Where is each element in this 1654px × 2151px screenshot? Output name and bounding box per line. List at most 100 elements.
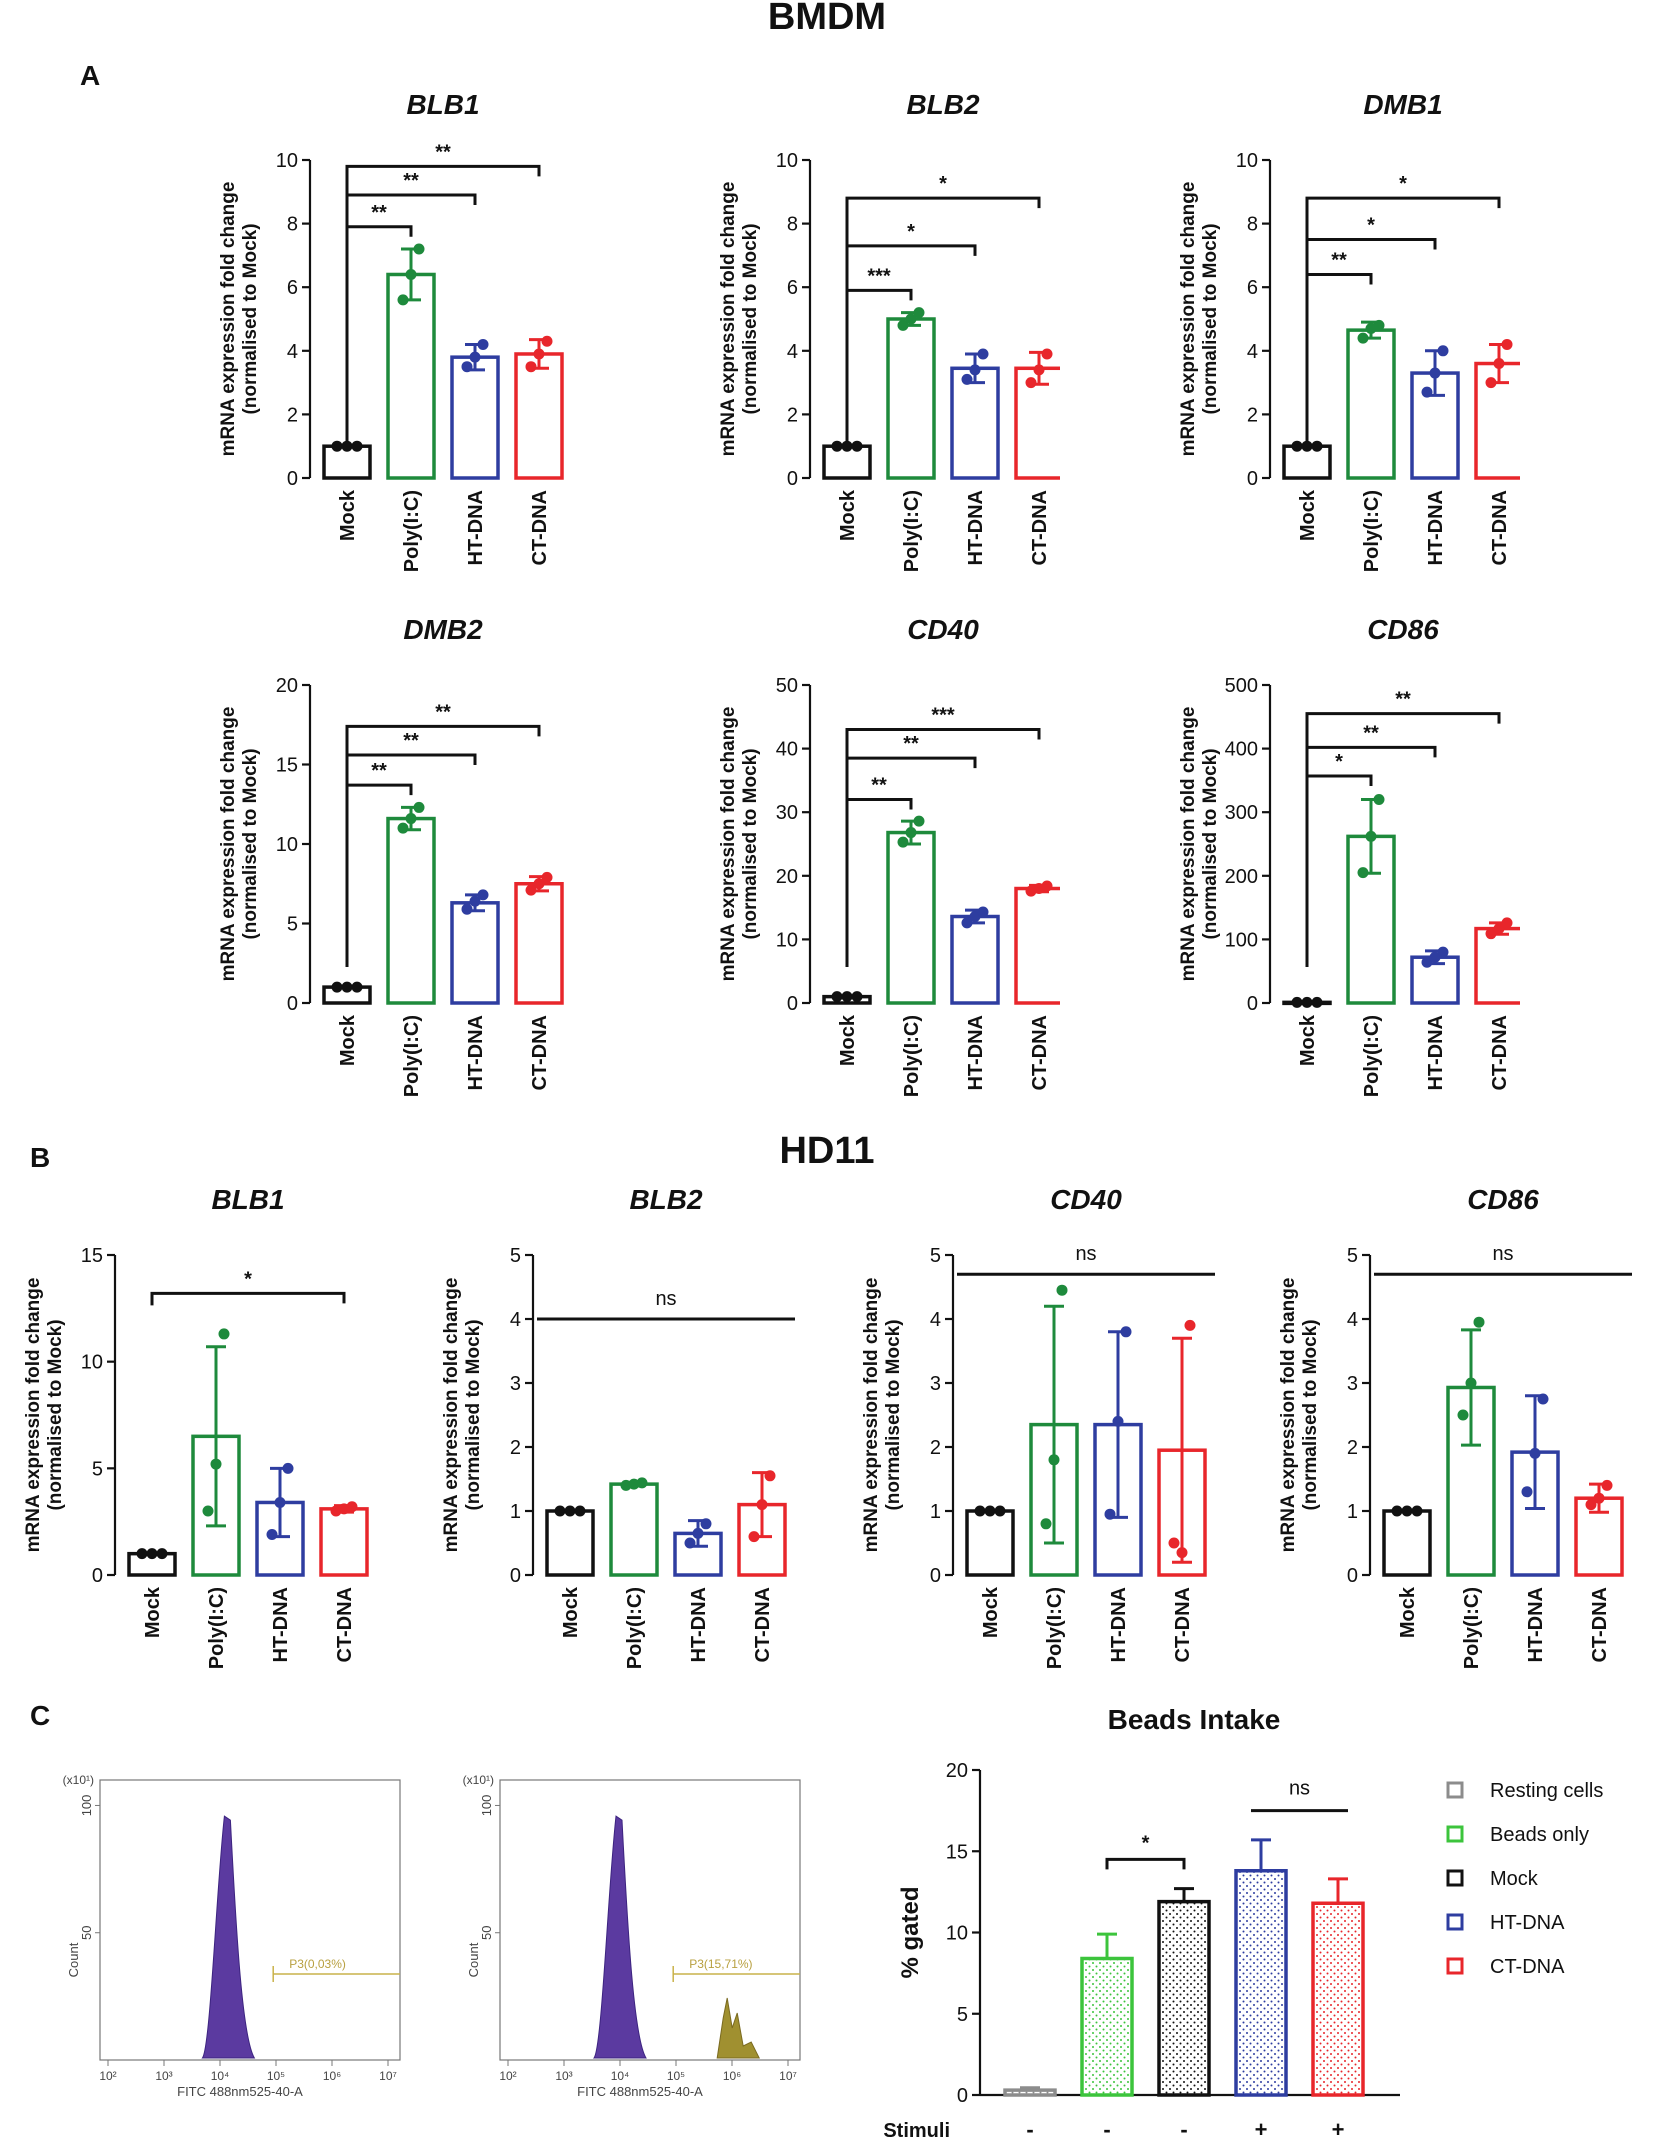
- y-axis-label: mRNA expression fold change: [718, 707, 739, 982]
- data-point: [1401, 1505, 1413, 1517]
- data-point: [156, 1548, 168, 1560]
- data-point: [1291, 440, 1303, 452]
- data-point: [1485, 928, 1497, 940]
- x-tick-label: HT-DNA: [1425, 1015, 1447, 1091]
- bar-Poly(I:C): [1346, 328, 1396, 480]
- data-point: [700, 1518, 712, 1530]
- legend-swatch: [1446, 1913, 1464, 1931]
- data-point: [477, 889, 489, 901]
- bar-CT-DNA: [319, 1507, 369, 1577]
- data-point: [961, 917, 973, 929]
- y-tick-label: 0: [930, 1565, 941, 1587]
- x-tick-label: CT-DNA: [1172, 1587, 1194, 1663]
- legend-swatch: [1446, 1869, 1464, 1887]
- data-point: [841, 991, 853, 1003]
- x-tick-label: CT-DNA: [1589, 1587, 1611, 1663]
- data-point: [1493, 923, 1505, 935]
- y-axis-label: mRNA expression fold change: [1178, 182, 1199, 457]
- significance-label: ***: [867, 265, 891, 287]
- y-tick-label: 2: [1347, 1437, 1358, 1459]
- y-axis-label: mRNA expression fold change: [218, 182, 239, 457]
- data-point: [136, 1548, 148, 1560]
- y-axis-label: Count: [466, 1942, 481, 1977]
- legend-label: CT-DNA: [1490, 1956, 1565, 1978]
- data-point: [564, 1505, 576, 1517]
- x-tick-label: Mock: [837, 489, 859, 541]
- stimuli-sign: -: [1103, 2117, 1110, 2142]
- data-point: [905, 313, 917, 325]
- x-tick-label: 10⁶: [323, 2069, 341, 2083]
- data-point: [541, 871, 553, 883]
- y-tick-label: 0: [1347, 1565, 1358, 1587]
- x-tick-label: 10²: [99, 2069, 116, 2083]
- data-point: [764, 1470, 776, 1482]
- legend-label: Beads only: [1490, 1824, 1589, 1846]
- x-tick-label: 10⁷: [779, 2069, 797, 2083]
- data-point: [202, 1505, 214, 1517]
- data-point: [1411, 1505, 1423, 1517]
- y-tick-label: 8: [287, 214, 298, 236]
- legend-label: HT-DNA: [1490, 1912, 1565, 1934]
- y-tick-label: 100: [479, 1795, 494, 1817]
- y-tick-label: 3: [1347, 1373, 1358, 1395]
- y-tick-label: 0: [92, 1565, 103, 1587]
- data-point: [469, 351, 481, 363]
- bar-Beads only: [1080, 1956, 1134, 2097]
- bar-Mock: [1157, 1899, 1211, 2097]
- data-point: [533, 348, 545, 360]
- chart-bmdm-cd40: CD40 0 10 20 30 40 50 mRNA expression fold chan…: [718, 615, 1060, 1097]
- y-tick-label: 4: [1247, 341, 1258, 363]
- y-tick-label: 15: [946, 1841, 968, 1863]
- data-point: [1311, 440, 1323, 452]
- y-tick-label: 50: [479, 1925, 494, 1939]
- y-tick-label: 400: [1225, 739, 1258, 761]
- significance-bracket: [845, 196, 1041, 442]
- x-tick-label: CT-DNA: [1029, 1015, 1051, 1091]
- data-point: [541, 335, 553, 347]
- significance-label: **: [435, 701, 451, 723]
- data-point: [413, 801, 425, 813]
- data-point: [274, 1496, 286, 1508]
- y-tick-label: 10: [276, 150, 298, 172]
- significance-label: **: [435, 141, 451, 163]
- chart-title: CD40: [1050, 1185, 1122, 1215]
- significance-label: *: [244, 1268, 252, 1290]
- y-tick-label: 5: [957, 2004, 968, 2026]
- x-axis-label: FITC 488nm525-40-A: [177, 2084, 303, 2099]
- data-point: [1373, 319, 1385, 331]
- significance-label: **: [371, 202, 387, 224]
- x-tick-label: Mock: [1397, 1586, 1419, 1638]
- y-tick-label: 10: [1236, 150, 1258, 172]
- y-tick-label: 4: [287, 341, 298, 363]
- significance-bracket: [345, 164, 541, 442]
- data-point: [1593, 1492, 1605, 1504]
- y-tick-label: 0: [1247, 993, 1258, 1015]
- data-point: [1040, 1518, 1052, 1530]
- x-tick-label: Mock: [980, 1586, 1002, 1638]
- bar-HT-DNA: [950, 914, 1000, 1005]
- y-tick-label: 15: [276, 755, 298, 777]
- data-point: [282, 1462, 294, 1474]
- bar-HT-DNA: [950, 366, 1000, 480]
- y-tick-label: 1: [930, 1501, 941, 1523]
- y-tick-label: 2: [930, 1437, 941, 1459]
- significance-label: **: [871, 774, 887, 796]
- chart-bmdm-blb1: BLB1 0 2 4 6 8 10 mRNA expression fold change (n…: [218, 90, 564, 572]
- y-tick-label: 5: [287, 914, 298, 936]
- data-point: [1465, 1377, 1477, 1389]
- x-tick-label: HT-DNA: [1525, 1587, 1547, 1663]
- y-tick-label: 4: [1347, 1309, 1358, 1331]
- flow-histogram-left: (x10¹) 50 100 Count 10² 10³ 10⁴ 10⁵ 10⁶ 10⁷ FITC 4…: [63, 1773, 401, 2099]
- x-tick-label: HT-DNA: [1108, 1587, 1130, 1663]
- data-point: [1311, 996, 1323, 1008]
- data-point: [1357, 867, 1369, 879]
- chart-title: BLB1: [211, 1185, 284, 1215]
- y-tick-label: 100: [1225, 929, 1258, 951]
- data-point: [977, 906, 989, 918]
- y-axis-label-2: (normalised to Mock): [1300, 1319, 1321, 1510]
- data-point: [218, 1328, 230, 1340]
- data-point: [574, 1505, 586, 1517]
- y-tick-label: 6: [1247, 277, 1258, 299]
- data-point: [331, 981, 343, 993]
- bar-HT-DNA: [450, 901, 500, 1005]
